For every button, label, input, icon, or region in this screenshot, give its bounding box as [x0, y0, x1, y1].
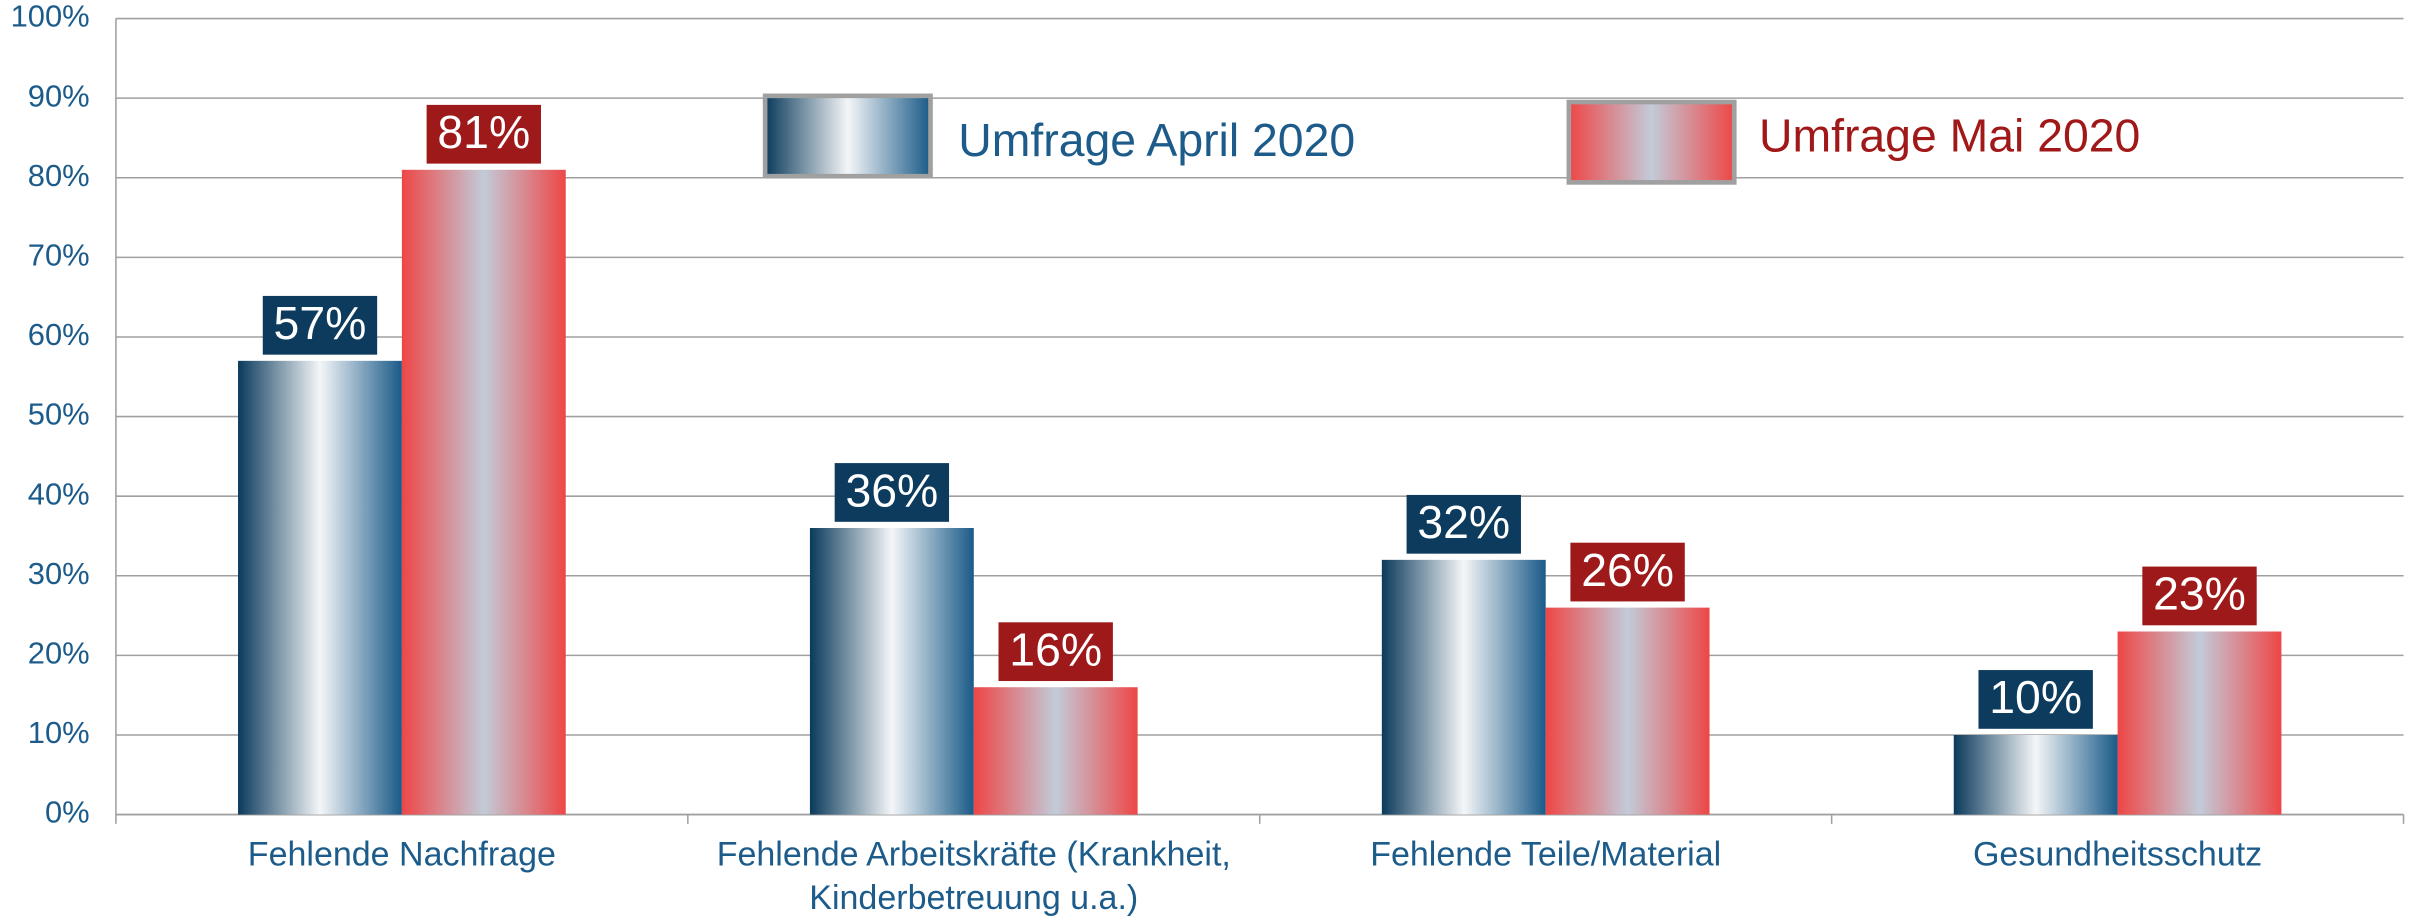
x-tick-label: Gesundheitsschutz	[1972, 834, 2263, 874]
x-tick-label-box: Fehlende Teile/Material	[1370, 834, 1722, 874]
value-label-box	[426, 104, 541, 164]
bar	[2117, 631, 2282, 815]
value-label-box	[1978, 670, 2093, 729]
y-tick-label: 30%	[28, 556, 90, 591]
bar	[1381, 559, 1546, 815]
y-tick-label: 40%	[28, 476, 90, 511]
y-tick-label: 10%	[28, 715, 90, 750]
value-label: 36%	[845, 464, 938, 516]
value-label-box	[1406, 494, 1521, 554]
value-label: 16%	[1009, 623, 1102, 675]
bar	[1953, 734, 2118, 815]
y-tick-label: 20%	[28, 636, 90, 671]
y-tick-label: 100%	[11, 0, 90, 34]
value-label: 23%	[2153, 568, 2246, 620]
x-tick-label-box: Fehlende Nachfrage	[247, 834, 556, 874]
bar	[401, 169, 566, 815]
y-tick-label: 90%	[28, 78, 90, 113]
bar	[238, 360, 402, 815]
value-label-box	[262, 295, 378, 355]
bar	[809, 528, 974, 815]
value-label-box	[998, 622, 1113, 682]
y-tick-label: 70%	[28, 238, 90, 273]
value-label-box	[834, 463, 950, 522]
x-tick-label-box: Gesundheitsschutz	[1972, 834, 2263, 874]
y-tick-label: 80%	[28, 158, 90, 193]
value-label: 26%	[1581, 544, 1674, 596]
value-label: 32%	[1417, 496, 1510, 548]
value-label-box	[2142, 566, 2257, 626]
value-label: 81%	[437, 106, 530, 158]
legend-label: Umfrage April 2020	[958, 114, 1355, 166]
x-tick-label: Fehlende Nachfrage	[247, 834, 556, 874]
y-tick-label: 50%	[28, 397, 90, 432]
y-tick-label: 0%	[45, 795, 90, 830]
value-label: 10%	[1989, 671, 2082, 723]
legend-label: Umfrage Mai 2020	[1759, 109, 2140, 161]
legend-swatch	[1566, 99, 1737, 185]
x-tick-label-box: Fehlende Arbeitskräfte (Krankheit, Kinde…	[716, 834, 1231, 917]
x-tick-label: Fehlende Arbeitskräfte (Krankheit, Kinde…	[716, 834, 1231, 917]
x-tick-label: Fehlende Teile/Material	[1370, 834, 1722, 874]
bar	[973, 687, 1138, 815]
bar	[1545, 607, 1710, 815]
y-tick-label: 60%	[28, 317, 90, 352]
value-label: 57%	[274, 297, 367, 349]
value-label-box	[1570, 542, 1685, 602]
legend-swatch	[762, 93, 933, 179]
